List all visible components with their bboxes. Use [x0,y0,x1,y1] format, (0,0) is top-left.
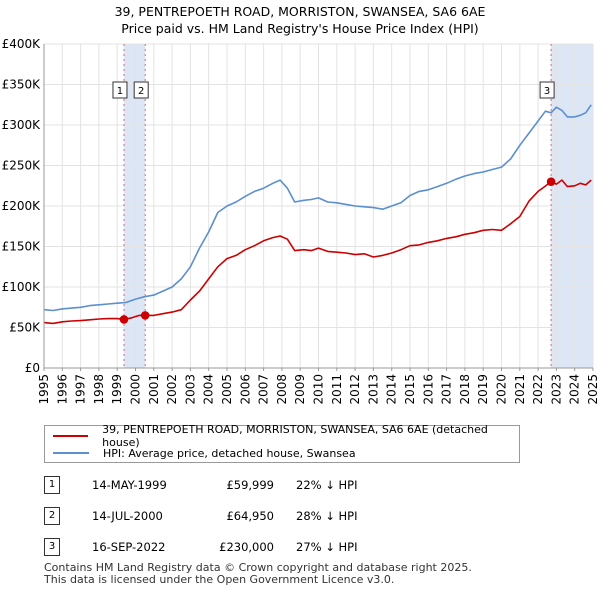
x-tick-label: 2010 [312,374,326,405]
sale-row-num: 1 [44,476,60,494]
x-tick-label: 2001 [147,374,161,405]
sale-row-num: 2 [44,507,60,525]
y-tick-label: £0 [25,361,40,375]
sale-points [119,177,556,324]
x-tick-label: 2003 [183,374,197,405]
x-tick-label: 2004 [202,374,216,405]
sale-label-rect [539,81,555,99]
sale-label-box-2: 2 [133,81,149,99]
sale-row-2: 2 14-JUL-2000 £64,950 28% ↓ HPI [44,507,584,527]
x-tick-label: 2023 [549,374,563,405]
x-tick-label: 2014 [385,374,399,405]
x-tick-label: 1998 [92,374,106,405]
x-tick-label: 2024 [568,374,582,405]
y-tick-label: £400K [2,37,42,51]
x-tick-label: 1996 [55,374,69,405]
y-tick-label: £300K [2,118,42,132]
x-tick-label: 2008 [275,374,289,405]
chart-subtitle: Price paid vs. HM Land Registry's House … [121,21,479,36]
x-tick-label: 2011 [330,374,344,405]
price-chart: £0 £50K £100K £150K £200K £250K £300K £350K £400… [2,37,600,405]
legend-line-hpi [53,452,89,454]
hpi-series-line [43,104,592,312]
sale-label-box-1: 1 [112,81,128,99]
x-tick-label: 2012 [348,374,362,405]
sale-label-rect [112,81,128,99]
sale-row-price: £59,999 [226,478,274,492]
y-tick-label: £350K [2,78,42,92]
sale-row-price: £230,000 [219,540,274,554]
y-tick-label: £200K [2,199,42,213]
sale-point-3 [546,177,556,186]
sale-row-date: 16-SEP-2022 [92,540,166,554]
legend-item-property: 39, PENTREPOETH ROAD, MORRISTON, SWANSEA… [53,423,519,449]
x-tick-label: 2025 [586,374,600,405]
y-tick-label: £100K [2,280,42,294]
sale-label-text: 2 [138,86,144,97]
series-lines [43,104,592,325]
footer-licence: This data is licensed under the Open Gov… [44,573,395,586]
property-series-line [43,179,592,325]
x-tick-label: 2022 [531,374,545,405]
sale-label-boxes: 1 2 3 [112,81,555,99]
x-tick-label: 1995 [37,374,51,405]
footer-copyright: Contains HM Land Registry data © Crown c… [44,561,472,574]
y-tick-label: £150K [2,240,42,254]
x-tick-label: 2000 [129,374,143,405]
x-tick-label: 2019 [476,374,490,405]
sale-row-date: 14-JUL-2000 [92,509,163,523]
x-tick-label: 2002 [165,374,179,405]
sale-row-hpi: 28% ↓ HPI [296,509,358,523]
y-tick-label: £250K [2,159,42,173]
x-tick-label: 1999 [110,374,124,405]
x-tick-label: 2006 [238,374,252,405]
legend-line-property [53,435,89,437]
sale-row-num: 3 [44,538,60,556]
x-tick-label: 2017 [440,374,454,405]
sale-row-date: 14-MAY-1999 [92,478,167,492]
sale-label-rect [133,81,149,99]
legend: 39, PENTREPOETH ROAD, MORRISTON, SWANSEA… [44,423,520,463]
legend-label-property: 39, PENTREPOETH ROAD, MORRISTON, SWANSEA… [102,423,488,449]
axes: £0 £50K £100K £150K £200K £250K £300K £350K £400… [2,37,600,405]
sale-label-text: 3 [544,86,550,97]
sale-point-1 [119,315,129,324]
chart-title: 39, PENTREPOETH ROAD, MORRISTON, SWANSEA… [114,4,486,19]
sale-row-hpi: 22% ↓ HPI [296,478,358,492]
x-tick-label: 2005 [220,374,234,405]
legend-label-hpi: HPI: Average price, detached house, Swan… [103,446,356,460]
sale-label-box-3: 3 [539,81,555,99]
sale-row-price: £64,950 [226,509,274,523]
x-tick-label: 2020 [495,374,509,405]
sale-label-text: 1 [117,86,123,97]
y-tick-label: £50K [9,321,41,335]
x-tick-label: 2015 [403,374,417,405]
legend-item-hpi: HPI: Average price, detached house, Swan… [53,445,356,461]
x-tick-label: 2016 [421,374,435,405]
sale-row-1: 1 14-MAY-1999 £59,999 22% ↓ HPI [44,476,584,496]
sale-point-2 [140,311,150,320]
sale-row-hpi: 27% ↓ HPI [296,540,358,554]
x-tick-label: 2007 [257,374,271,405]
x-tick-label: 2013 [366,374,380,405]
x-tick-label: 2009 [293,374,307,405]
x-tick-label: 1997 [74,374,88,405]
x-tick-label: 2021 [513,374,527,405]
x-tick-label: 2018 [458,374,472,405]
sale-row-3: 3 16-SEP-2022 £230,000 27% ↓ HPI [44,538,584,558]
